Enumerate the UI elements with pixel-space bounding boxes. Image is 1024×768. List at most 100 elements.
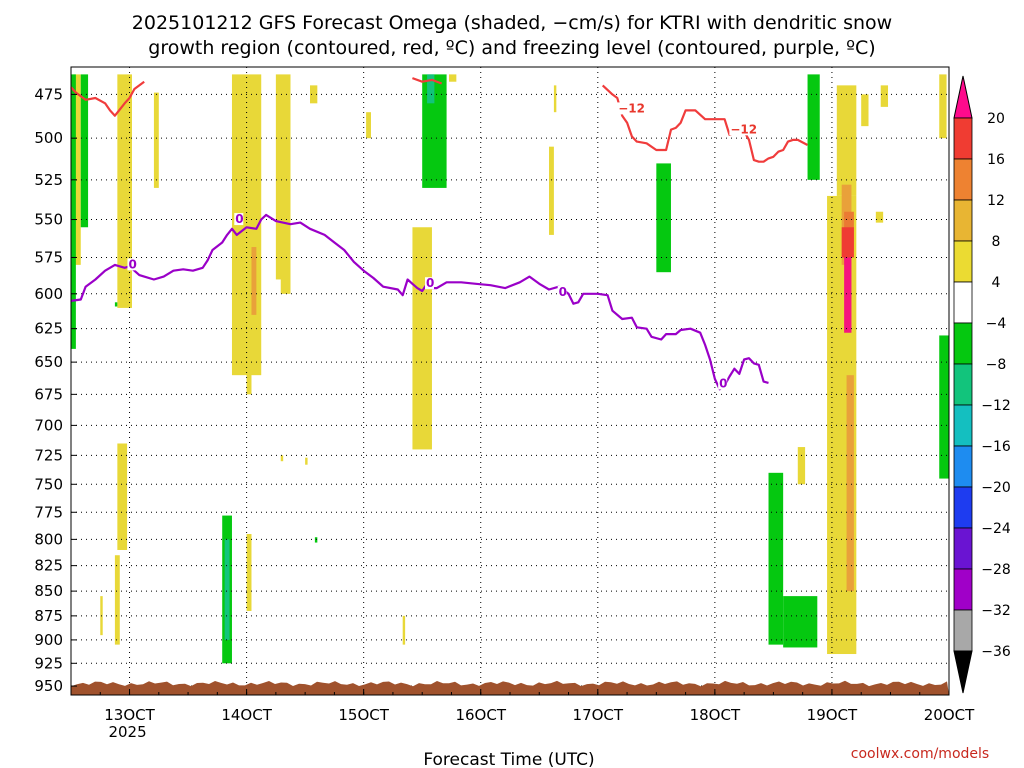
dgz-label: −12 bbox=[730, 122, 757, 136]
y-tick-label: 750 bbox=[34, 475, 63, 493]
x-tick-label: 19OCT bbox=[807, 706, 858, 724]
dgz-label: −12 bbox=[618, 101, 645, 115]
omega-cell-yellow bbox=[246, 534, 252, 611]
omega-cell-orange bbox=[846, 375, 854, 592]
y-tick-label: 825 bbox=[34, 557, 63, 575]
colorbar-swatch bbox=[953, 117, 973, 160]
omega-cell-yellow bbox=[305, 457, 308, 465]
y-tick-label: 475 bbox=[34, 85, 63, 103]
omega-cell-green bbox=[71, 74, 76, 349]
colorbar-label: 8 bbox=[992, 234, 1001, 250]
omega-cell-green bbox=[783, 596, 818, 648]
colorbar-swatch bbox=[953, 486, 973, 529]
contours: 0 0 0 0 0 −12 −12 bbox=[70, 77, 809, 390]
terrain-band bbox=[71, 680, 949, 695]
omega-cell-green bbox=[656, 163, 671, 273]
y-tick-label: 850 bbox=[34, 582, 63, 600]
y-axis: 475 500 525 550 575 600 625 650 675 700 725 750 775 8… bbox=[34, 85, 77, 695]
colorbar-label: 4 bbox=[992, 275, 1001, 291]
y-tick-label: 950 bbox=[34, 677, 63, 695]
freezing-level-label: 0 bbox=[235, 212, 243, 226]
y-tick-label: 500 bbox=[34, 129, 63, 147]
colorbar-bottom-arrow bbox=[953, 650, 973, 694]
colorbar-label: 20 bbox=[987, 111, 1005, 127]
y-tick-label: 875 bbox=[34, 607, 63, 625]
colorbar-swatch bbox=[953, 404, 973, 447]
y-tick-label: 800 bbox=[34, 530, 63, 548]
x-tick-sublabel: 2025 bbox=[108, 723, 146, 741]
y-tick-label: 625 bbox=[34, 320, 63, 338]
omega-cell-yellow bbox=[246, 348, 252, 395]
dgz-contour-right bbox=[601, 84, 809, 163]
y-tick-label: 675 bbox=[34, 385, 63, 403]
colorbar-label: 16 bbox=[987, 152, 1005, 168]
y-tick-label: 550 bbox=[34, 211, 63, 229]
dgz-contour-left bbox=[70, 80, 145, 117]
omega-cell-yellow bbox=[797, 447, 806, 485]
chart-title: 2025101212 GFS Forecast Omega (shaded, −… bbox=[132, 12, 892, 34]
colorbar-label: −20 bbox=[981, 480, 1011, 496]
omega-cell-yellow bbox=[875, 211, 884, 223]
colorbar-swatch bbox=[953, 240, 973, 283]
omega-cell-yellow bbox=[861, 94, 869, 127]
omega-cell-yellow bbox=[939, 74, 947, 139]
omega-cell-teal bbox=[427, 74, 435, 104]
omega-cell-yellow bbox=[117, 443, 128, 550]
colorbar-swatch bbox=[953, 158, 973, 201]
freezing-level-label: 0 bbox=[426, 276, 434, 290]
plot-area: 0 0 0 0 0 −12 −12 bbox=[70, 66, 950, 696]
omega-cell-green bbox=[80, 74, 89, 228]
omega-cell-yellow bbox=[402, 615, 406, 645]
dgz-label-bg bbox=[617, 102, 641, 115]
colorbar-label: −36 bbox=[981, 644, 1011, 660]
colorbar-swatch bbox=[953, 199, 973, 242]
colorbar-top-arrow bbox=[953, 75, 973, 119]
omega-cell-yellow bbox=[73, 74, 81, 265]
freezing-level-label-bg bbox=[425, 277, 435, 290]
colorbar-swatch bbox=[953, 322, 973, 365]
omega-cell-green bbox=[114, 302, 118, 307]
omega-cell-green bbox=[807, 74, 820, 180]
terrain-fill bbox=[71, 680, 949, 695]
freezing-level-label-bg bbox=[234, 213, 244, 226]
omega-cell-orange bbox=[251, 247, 257, 315]
omega-cell-yellow bbox=[412, 227, 432, 450]
x-tick-label: 20OCT bbox=[924, 706, 975, 724]
colorbar-label: −32 bbox=[981, 603, 1011, 619]
colorbar-swatch bbox=[953, 363, 973, 406]
y-tick-label: 900 bbox=[34, 631, 63, 649]
colorbar-swatch bbox=[953, 281, 973, 324]
dgz-label-bg bbox=[729, 123, 753, 136]
omega-cell-red bbox=[841, 227, 854, 258]
y-tick-label: 650 bbox=[34, 353, 63, 371]
chart-subtitle: growth region (contoured, red, ºC) and f… bbox=[148, 37, 875, 59]
colorbar-swatch bbox=[953, 609, 973, 652]
omega-cell-green bbox=[768, 472, 784, 645]
omega-cell-yellow bbox=[280, 203, 291, 294]
colorbar-label: 12 bbox=[987, 193, 1005, 209]
freezing-level-label-bg bbox=[557, 285, 567, 298]
omega-cell-magenta bbox=[844, 257, 852, 333]
freezing-level-label-bg bbox=[127, 258, 137, 271]
y-tick-label: 775 bbox=[34, 503, 63, 521]
omega-cell-yellow bbox=[549, 146, 554, 235]
colorbar-label: −12 bbox=[981, 398, 1011, 414]
y-tick-label: 925 bbox=[34, 654, 63, 672]
x-tick-label: 17OCT bbox=[573, 706, 624, 724]
omega-cell-green bbox=[939, 335, 949, 479]
omega-cell-yellow bbox=[280, 455, 284, 462]
omega-cell-yellow bbox=[366, 112, 371, 139]
colorbar-swatch bbox=[953, 527, 973, 570]
freezing-level-label: 0 bbox=[128, 257, 136, 271]
colorbar-label: −28 bbox=[981, 562, 1011, 578]
credit-text: coolwx.com/models bbox=[851, 746, 989, 762]
omega-cell-yellow bbox=[880, 85, 889, 107]
x-tick-label: 15OCT bbox=[338, 706, 389, 724]
omega-cell-teal bbox=[224, 539, 230, 640]
y-tick-label: 525 bbox=[34, 171, 63, 189]
colorbar-swatch bbox=[953, 445, 973, 488]
omega-cell-yellow bbox=[153, 92, 159, 188]
freezing-level-label: 0 bbox=[559, 285, 567, 299]
